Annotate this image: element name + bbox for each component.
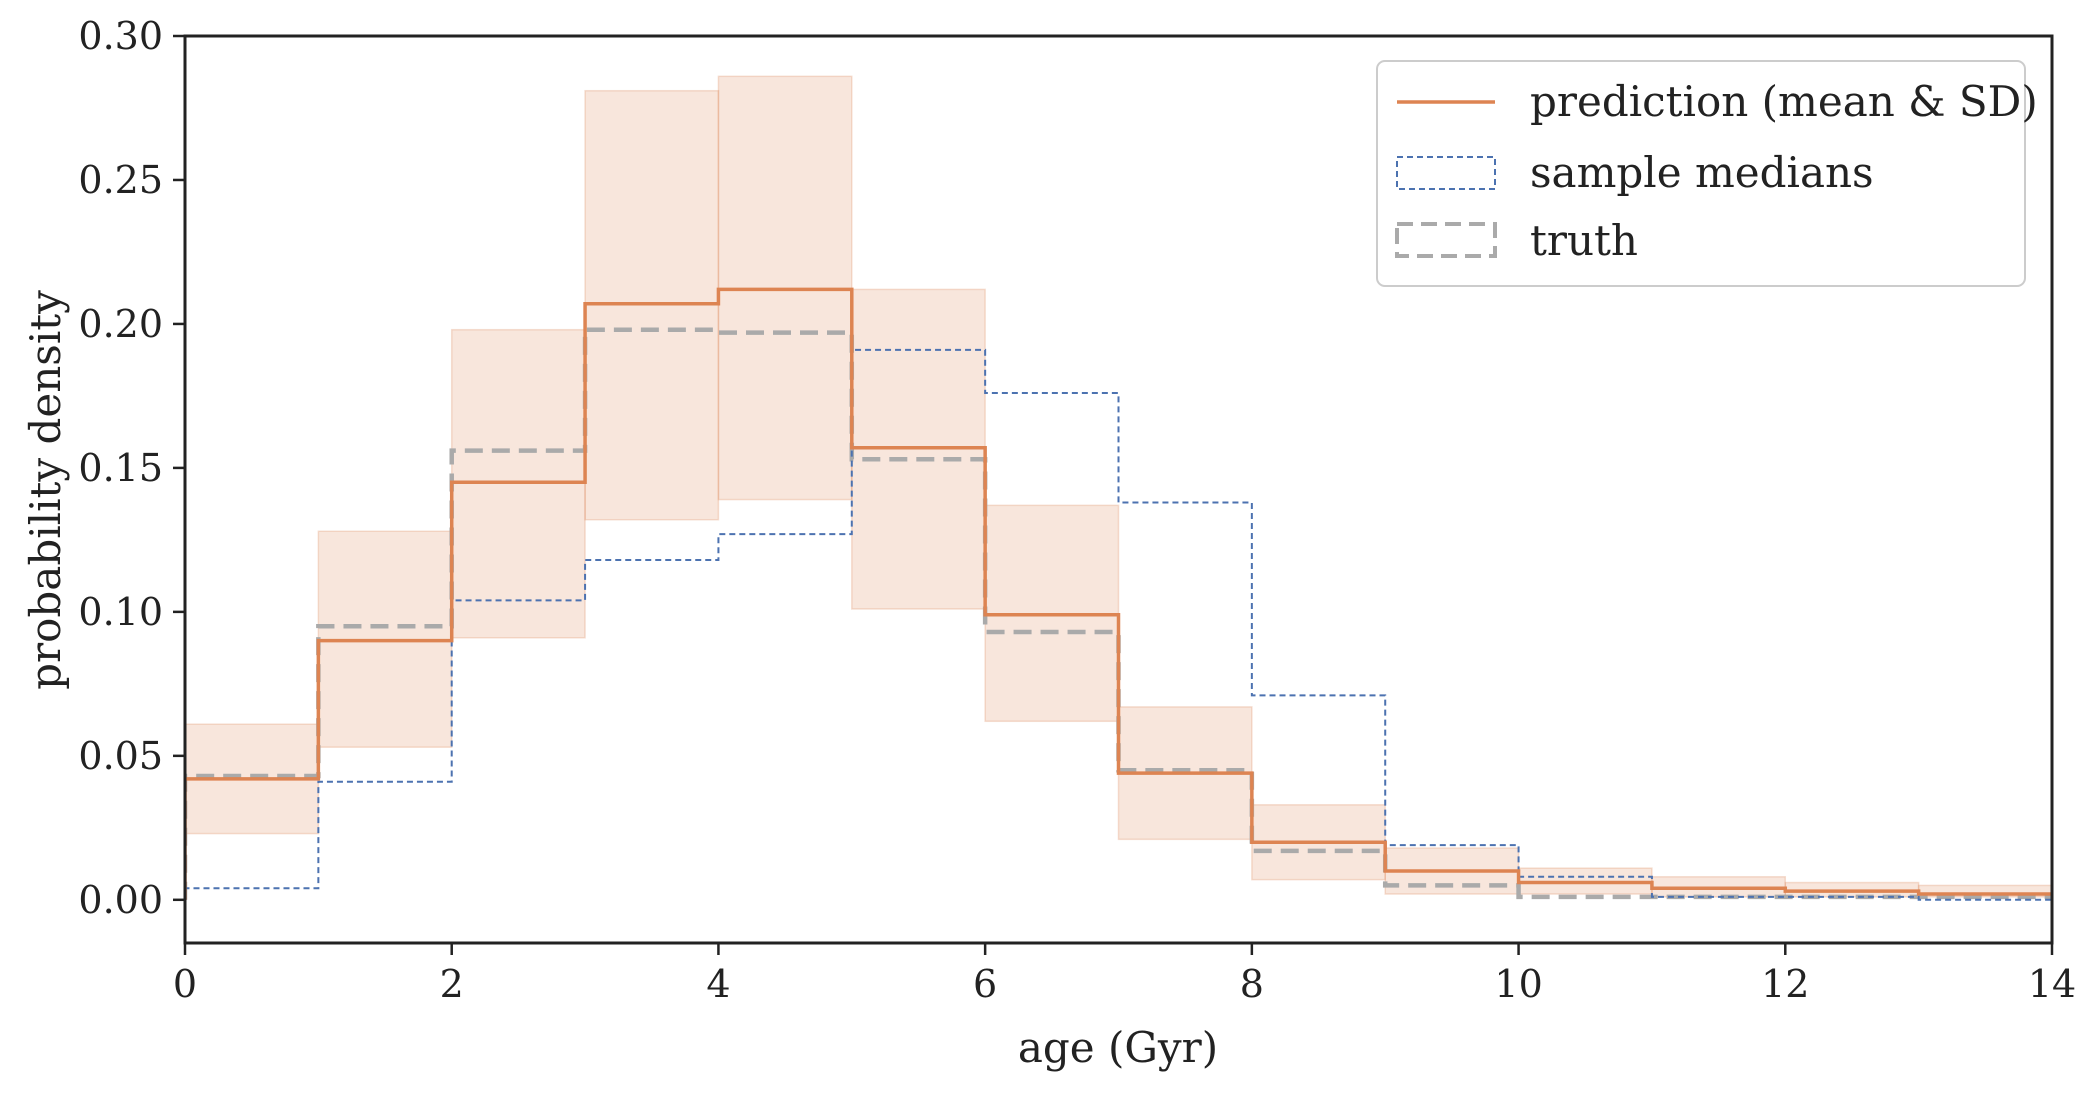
legend-label-truth: truth — [1530, 216, 1638, 265]
y-tick-label: 0.05 — [78, 734, 163, 778]
x-tick-label: 4 — [706, 962, 730, 1006]
y-tick-label: 0.10 — [78, 590, 163, 634]
x-tick-label: 10 — [1494, 962, 1542, 1006]
y-tick-label: 0.25 — [78, 158, 163, 202]
x-tick-label: 8 — [1240, 962, 1264, 1006]
x-tick-label: 14 — [2028, 962, 2076, 1006]
x-tick-label: 6 — [973, 962, 997, 1006]
x-tick-label: 0 — [173, 962, 197, 1006]
x-axis-label: age (Gyr) — [1018, 1023, 1218, 1072]
y-tick-label: 0.15 — [78, 446, 163, 490]
legend-label-prediction: prediction (mean & SD) — [1530, 77, 2038, 126]
legend-label-sample-medians: sample medians — [1530, 148, 1874, 197]
x-tick-label: 12 — [1761, 962, 1809, 1006]
y-tick-label: 0.00 — [78, 878, 163, 922]
y-axis: 0.00 0.05 0.10 0.15 0.20 0.25 0.30 — [78, 14, 185, 922]
y-tick-label: 0.20 — [78, 302, 163, 346]
x-tick-label: 2 — [440, 962, 464, 1006]
chart: 0 2 4 6 8 10 12 14 0.00 0.05 0.10 0.15 0.20 0.25 0.30… — [0, 0, 2087, 1096]
x-axis: 0 2 4 6 8 10 12 14 — [173, 943, 2076, 1006]
legend: prediction (mean & SD) sample medians tr… — [1377, 61, 2038, 286]
y-tick-label: 0.30 — [78, 14, 163, 58]
y-axis-label: probability density — [21, 290, 70, 690]
